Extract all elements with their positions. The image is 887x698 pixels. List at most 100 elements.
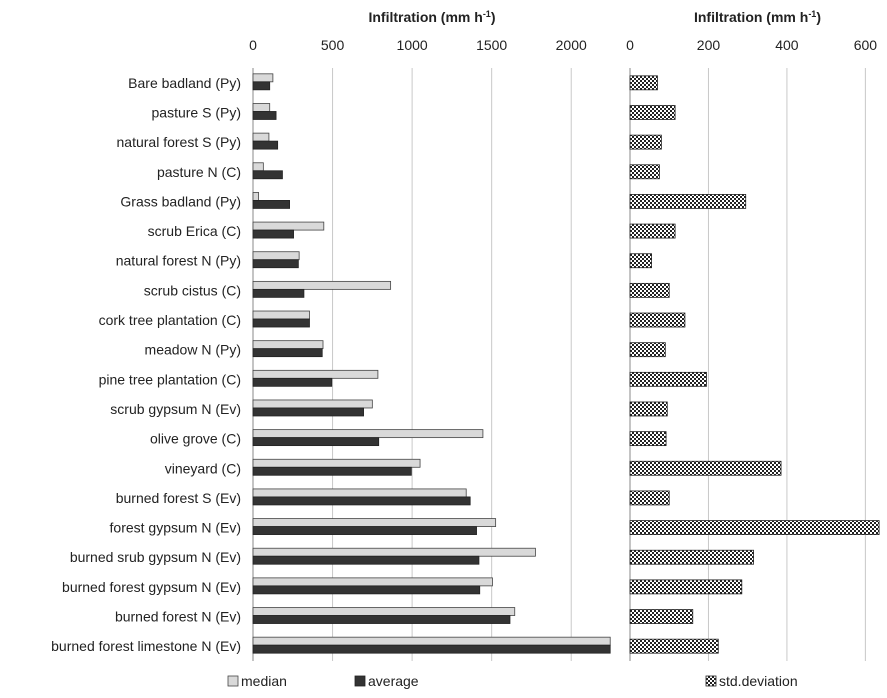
left-tick-label: 1000 xyxy=(397,37,428,53)
category-label: burned srub gypsum N (Ev) xyxy=(70,549,241,565)
average-bar xyxy=(252,526,477,535)
category-label: meadow N (Py) xyxy=(145,342,241,358)
std-deviation-bar xyxy=(629,75,658,91)
category-label: cork tree plantation (C) xyxy=(99,312,241,328)
average-bar xyxy=(252,466,412,476)
std-deviation-bar xyxy=(629,401,668,417)
right-tick-label: 0 xyxy=(626,37,634,53)
std-deviation-bar xyxy=(629,194,747,209)
legend-median-label: median xyxy=(241,673,287,689)
median-bar xyxy=(252,280,392,290)
std-deviation-bar xyxy=(629,460,782,476)
legend: median average std.deviation xyxy=(227,673,798,689)
right-axis-title: Infiltration (mm h-1) xyxy=(694,9,821,25)
legend-average-label: average xyxy=(368,673,419,689)
category-label: natural forest S (Py) xyxy=(117,134,242,150)
left-panel: Infiltration (mm h-1) 0 500 1000 1500 2000 Bar… xyxy=(51,9,611,661)
std-deviation-bar xyxy=(629,312,686,328)
average-bar xyxy=(252,348,323,358)
median-bar xyxy=(252,518,497,527)
average-bar xyxy=(252,81,271,91)
left-tick-label: 2000 xyxy=(556,37,587,53)
median-bar xyxy=(252,399,373,409)
median-bar xyxy=(252,429,484,439)
average-bar xyxy=(252,200,290,209)
std-deviation-bar xyxy=(629,282,670,298)
category-label: Grass badland (Py) xyxy=(120,193,241,209)
category-label: scrub gypsum N (Ev) xyxy=(110,401,241,417)
median-bar xyxy=(252,636,611,646)
std-deviation-bar xyxy=(629,371,707,387)
average-bar xyxy=(252,585,481,595)
average-bar xyxy=(252,377,333,387)
median-bar xyxy=(252,73,274,83)
median-bar xyxy=(252,607,516,616)
category-label: pine tree plantation (C) xyxy=(99,371,241,387)
median-bar xyxy=(252,310,310,320)
std-deviation-bar xyxy=(629,253,652,269)
median-bar xyxy=(252,340,324,350)
category-label: burned forest limestone N (Ev) xyxy=(51,638,241,654)
average-bar xyxy=(252,555,480,565)
category-label: scrub Erica (C) xyxy=(148,223,241,239)
average-bar xyxy=(252,170,283,180)
legend-std-swatch xyxy=(705,675,717,687)
category-label: burned forest N (Ev) xyxy=(115,609,241,625)
median-bar xyxy=(252,488,467,498)
right-tick-label: 600 xyxy=(854,37,878,53)
category-label: burned forest S (Ev) xyxy=(116,490,241,506)
left-axis-title: Infiltration (mm h-1) xyxy=(368,9,495,25)
average-bar xyxy=(252,259,299,269)
category-label: olive grove (C) xyxy=(150,431,241,447)
average-bar xyxy=(252,496,471,506)
median-bar xyxy=(252,547,536,557)
median-bar xyxy=(252,369,379,379)
std-deviation-bar xyxy=(629,579,743,595)
legend-median-swatch xyxy=(227,675,239,687)
right-panel: Infiltration (mm h-1) 0 200 400 600 xyxy=(626,9,880,661)
category-label: burned forest gypsum N (Ev) xyxy=(62,579,241,595)
median-bar xyxy=(252,103,271,112)
std-deviation-bar xyxy=(629,164,660,180)
category-label: vineyard (C) xyxy=(165,460,241,476)
average-bar xyxy=(252,229,294,239)
average-bar xyxy=(252,644,611,654)
average-bar xyxy=(252,407,364,417)
category-label: pasture N (C) xyxy=(157,164,241,180)
category-label: scrub cistus (C) xyxy=(144,282,241,298)
legend-average-swatch xyxy=(354,675,366,687)
std-deviation-bar xyxy=(629,431,667,447)
category-label: forest gypsum N (Ev) xyxy=(110,520,241,536)
std-deviation-bar xyxy=(629,609,694,624)
std-deviation-bar xyxy=(629,638,719,654)
average-bar xyxy=(252,140,279,150)
median-bar xyxy=(252,132,270,142)
right-tick-label: 200 xyxy=(697,37,721,53)
median-bar xyxy=(252,577,493,587)
average-bar xyxy=(252,318,310,328)
legend-std-label: std.deviation xyxy=(719,673,798,689)
median-bar xyxy=(252,458,421,468)
average-bar xyxy=(252,437,380,447)
left-tick-label: 0 xyxy=(249,37,257,53)
category-label: Bare badland (Py) xyxy=(128,75,241,91)
std-deviation-bar xyxy=(629,134,662,150)
average-bar xyxy=(252,615,511,624)
median-bar xyxy=(252,221,325,231)
average-bar xyxy=(252,111,277,120)
std-deviation-bar xyxy=(629,490,670,506)
category-label: pasture S (Py) xyxy=(152,104,241,120)
average-bar xyxy=(252,288,305,298)
left-tick-label: 500 xyxy=(321,37,345,53)
median-bar xyxy=(252,192,259,201)
std-deviation-bar xyxy=(629,342,666,358)
median-bar xyxy=(252,251,300,261)
category-label: natural forest N (Py) xyxy=(116,253,241,269)
std-deviation-bar xyxy=(629,520,880,535)
std-deviation-bar xyxy=(629,223,676,239)
right-tick-label: 400 xyxy=(775,37,799,53)
std-deviation-bar xyxy=(629,549,754,565)
left-tick-label: 1500 xyxy=(476,37,507,53)
